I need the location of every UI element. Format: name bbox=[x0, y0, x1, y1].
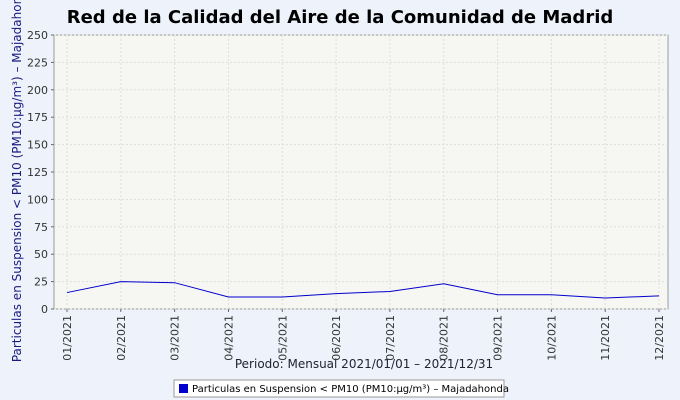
plot-area bbox=[53, 34, 669, 310]
y-tick-label: 175 bbox=[27, 111, 48, 124]
x-tick-label: 12/2021 bbox=[653, 315, 666, 361]
y-tick-label: 125 bbox=[27, 166, 48, 179]
x-axis-label: Periodo: Mensual 2021/01/01 – 2021/12/31 bbox=[235, 357, 493, 371]
legend bbox=[173, 379, 505, 398]
x-tick-label: 05/2021 bbox=[276, 315, 289, 361]
x-tick-label: 02/2021 bbox=[115, 315, 128, 361]
x-tick-label: 03/2021 bbox=[169, 315, 182, 361]
x-tick-label: 04/2021 bbox=[222, 315, 235, 361]
y-tick-label: 25 bbox=[34, 276, 48, 289]
legend-label: Particulas en Suspension < PM10 (PM10:µg… bbox=[192, 384, 509, 395]
x-tick-label: 07/2021 bbox=[384, 315, 397, 361]
y-tick-label: 250 bbox=[27, 29, 48, 42]
y-axis-label: Particulas en Suspension < PM10 (PM10:µg… bbox=[10, 0, 24, 362]
x-tick-label: 10/2021 bbox=[545, 315, 558, 361]
data-line bbox=[66, 281, 660, 299]
y-tick-label: 75 bbox=[34, 221, 48, 234]
x-tick-label: 11/2021 bbox=[599, 315, 612, 361]
x-tick-label: 01/2021 bbox=[61, 315, 74, 361]
y-tick-label: 200 bbox=[27, 84, 48, 97]
y-tick-label: 50 bbox=[34, 248, 48, 261]
y-tick-label: 100 bbox=[27, 193, 48, 206]
y-tick-label: 225 bbox=[27, 56, 48, 69]
legend-swatch bbox=[179, 384, 188, 393]
y-tick-label: 150 bbox=[27, 139, 48, 152]
x-tick-label: 08/2021 bbox=[438, 315, 451, 361]
y-tick-label: 0 bbox=[41, 303, 48, 316]
x-tick-label: 06/2021 bbox=[330, 315, 343, 361]
x-tick-label: 09/2021 bbox=[492, 315, 505, 361]
chart-title: Red de la Calidad del Aire de la Comunid… bbox=[67, 7, 614, 28]
